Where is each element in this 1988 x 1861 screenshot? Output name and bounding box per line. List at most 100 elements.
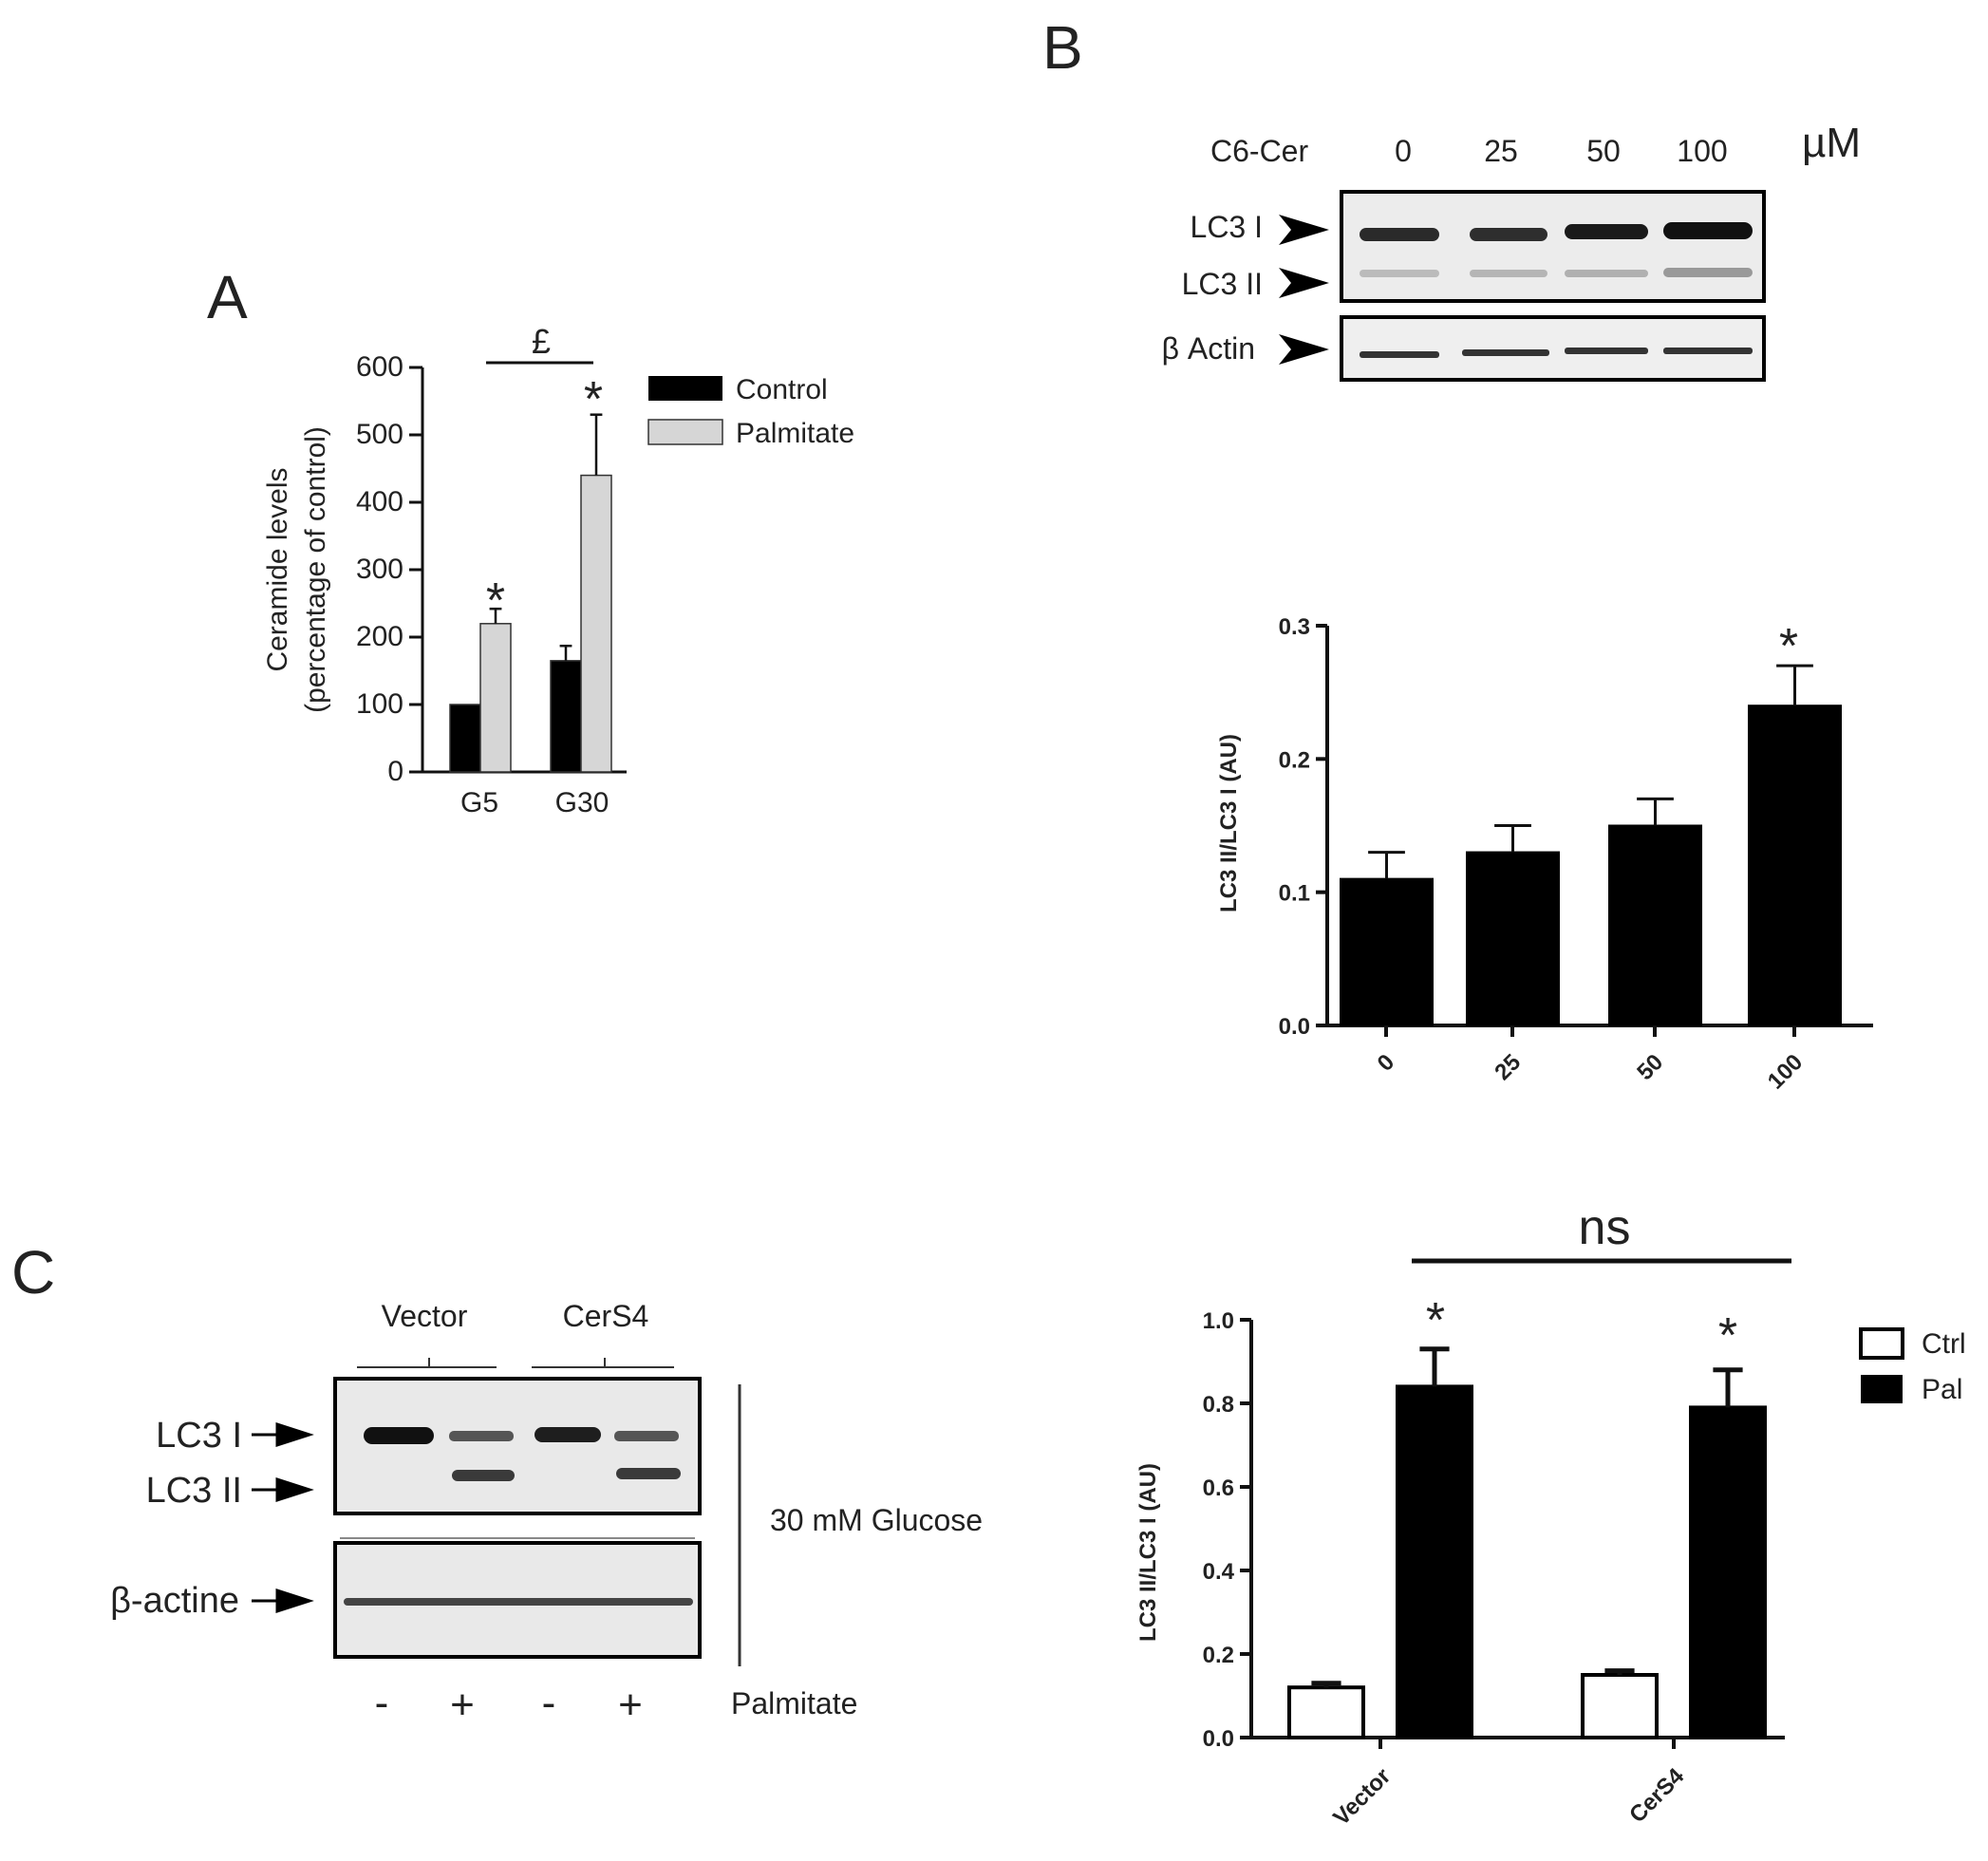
blot-b-lc3-i-arrow bbox=[1279, 215, 1329, 245]
chart-c-x-label-cers4: CerS4 bbox=[1624, 1763, 1690, 1829]
blot-c-lc3-i-label: LC3 I bbox=[156, 1416, 242, 1456]
chart-a-legend-swatch-control bbox=[648, 376, 722, 401]
A-yticks-label-3: 300 bbox=[356, 554, 403, 585]
chart-a-y-label-2: (percentage of control) bbox=[300, 426, 331, 713]
A-yticks-label-1: 100 bbox=[356, 688, 403, 720]
chart-c-y-ticks: 0.0 0.2 0.4 0.6 0.8 1.0 bbox=[1203, 1308, 1251, 1752]
chart-a-legend: Control Palmitate bbox=[647, 374, 854, 449]
C-yticks-label-5: 1.0 bbox=[1203, 1308, 1234, 1334]
chart-a-legend-label-palmitate: Palmitate bbox=[736, 418, 854, 449]
blot-c-lc3-ii-band-4 bbox=[616, 1468, 681, 1479]
blot-b-actin-band-0 bbox=[1360, 351, 1439, 358]
chart-c-bar-cers4-pal bbox=[1689, 1405, 1767, 1740]
chart-b-bars bbox=[1340, 664, 1842, 1027]
chart-b-x-label-50: 50 bbox=[1632, 1049, 1668, 1085]
blot-b-dose-100: 100 bbox=[1677, 134, 1727, 168]
A-yticks-label-5: 500 bbox=[356, 419, 403, 450]
blot-c-sign-2: + bbox=[450, 1682, 475, 1728]
chart-b-bar-100 bbox=[1748, 705, 1842, 1026]
B-yticks-label-2: 0.2 bbox=[1279, 747, 1310, 773]
chart-a-bar-g30-control bbox=[550, 660, 582, 773]
C-yticks-label-2: 0.4 bbox=[1203, 1559, 1235, 1585]
blot-c-lc3-ii-arrow bbox=[252, 1476, 314, 1503]
chart-b-x-labels: 0 25 50 100 bbox=[1373, 1025, 1808, 1095]
chart-c-legend-label-ctrl: Ctrl bbox=[1922, 1328, 1966, 1360]
chart-a-bar-g5-control bbox=[449, 704, 481, 773]
blot-b-actin-label: β Actin bbox=[1162, 331, 1255, 366]
blot-c-actin-arrow bbox=[252, 1588, 314, 1614]
chart-a-x-label-g5: G5 bbox=[460, 787, 498, 818]
blot-b-lc3-ii-label: LC3 II bbox=[1182, 267, 1263, 301]
chart-b-y-label: LC3 II/LC3 I (AU) bbox=[1216, 734, 1242, 912]
chart-b-bar-25 bbox=[1466, 851, 1560, 1026]
chart-c-legend: Ctrl Pal bbox=[1859, 1327, 1966, 1405]
chart-a-legend-label-control: Control bbox=[736, 374, 828, 405]
chart-a-x-label-g30: G30 bbox=[555, 787, 610, 818]
chart-c: 0.0 0.2 0.4 0.6 0.8 1.0 Vector CerS4 LC3 II/LC… bbox=[1135, 1200, 1966, 1831]
blot-c-group-cers4: CerS4 bbox=[563, 1299, 649, 1333]
chart-c-bar-vector-pal bbox=[1396, 1384, 1473, 1740]
blot-c-actin-label: β-actine bbox=[110, 1581, 239, 1621]
chart-c-x-labels: Vector CerS4 bbox=[1328, 1738, 1690, 1831]
chart-a-legend-swatch-palmitate bbox=[647, 419, 723, 445]
blot-b-lc3-i-label: LC3 I bbox=[1191, 210, 1263, 244]
blot-b-lc3-i-band-100 bbox=[1663, 222, 1753, 239]
blot-c-lc3-membrane bbox=[333, 1377, 702, 1515]
B-yticks-label-3: 0.3 bbox=[1279, 614, 1310, 640]
chart-c-bar-cers4-ctrl bbox=[1581, 1673, 1659, 1739]
chart-a-x-labels: G5 G30 bbox=[460, 787, 609, 818]
chart-b-x-label-100: 100 bbox=[1763, 1049, 1808, 1094]
blot-c-bracket-cers4 bbox=[532, 1358, 674, 1368]
chart-c-bar-vector-ctrl bbox=[1287, 1685, 1365, 1739]
chart-a-star-g5: * bbox=[486, 573, 505, 629]
panel-a-label: A bbox=[207, 263, 248, 331]
blot-b-lc3-i-band-0 bbox=[1360, 228, 1439, 241]
blot-c-lc3-i-band-1 bbox=[364, 1427, 434, 1444]
panel-c-label: C bbox=[11, 1238, 55, 1306]
blot-b-lc3-ii-band-25 bbox=[1470, 270, 1547, 277]
chart-a-bar-g5-palmitate bbox=[479, 623, 512, 773]
A-yticks-label-4: 400 bbox=[356, 486, 403, 517]
blot-b-lc3-i-band-50 bbox=[1565, 224, 1648, 239]
chart-c-star-vector: * bbox=[1426, 1293, 1445, 1348]
chart-c-legend-label-pal: Pal bbox=[1922, 1374, 1962, 1405]
A-yticks-label-0: 0 bbox=[387, 756, 403, 787]
blot-c-group-vector: Vector bbox=[382, 1299, 468, 1333]
blot-b-actin-arrow bbox=[1279, 334, 1329, 365]
western-blot-b: C6-Cer 0 25 50 100 µM LC3 I LC3 II β Act… bbox=[1162, 120, 1861, 391]
blot-b-lc3-ii-band-0 bbox=[1360, 270, 1439, 277]
A-yticks-label-6: 600 bbox=[356, 351, 403, 383]
chart-c-bars bbox=[1287, 1346, 1767, 1740]
blot-c-sign-3: - bbox=[542, 1680, 556, 1726]
chart-a: 0 100 200 300 400 500 600 G5 G30 Ceramide leve… bbox=[262, 322, 854, 818]
blot-b-dose-50: 50 bbox=[1586, 134, 1621, 168]
chart-a-bars bbox=[449, 413, 612, 773]
blot-c-lc3-ii-label: LC3 II bbox=[146, 1471, 242, 1511]
chart-a-y-ticks: 0 100 200 300 400 500 600 bbox=[356, 351, 422, 787]
blot-b-lc3-membrane bbox=[1340, 190, 1766, 303]
blot-c-lc3-ii-band-2 bbox=[452, 1470, 515, 1481]
chart-a-bar-g30-palmitate bbox=[580, 474, 612, 773]
chart-b: 0.00.10.20.3 0 25 50 100 LC3 II/LC3 I (AU) … bbox=[1216, 614, 1873, 1095]
chart-a-star-g30: * bbox=[584, 372, 603, 427]
blot-c-sign-4: + bbox=[618, 1682, 643, 1728]
blot-b-actin-band-100 bbox=[1663, 348, 1753, 354]
blot-c-lc3-i-band-2 bbox=[449, 1431, 514, 1441]
blot-b-dose-0: 0 bbox=[1395, 134, 1412, 168]
blot-c-palmitate-label: Palmitate bbox=[731, 1686, 857, 1720]
C-yticks-label-1: 0.2 bbox=[1203, 1643, 1234, 1668]
chart-c-y-label: LC3 II/LC3 I (AU) bbox=[1135, 1463, 1161, 1642]
B-yticks-label-0: 0.0 bbox=[1279, 1014, 1310, 1040]
B-yticks-label-1: 0.1 bbox=[1279, 881, 1310, 907]
chart-b-bar-50 bbox=[1608, 824, 1702, 1026]
blot-c-lc3-i-band-3 bbox=[535, 1427, 601, 1442]
blot-c-lc3-i-arrow bbox=[252, 1421, 314, 1448]
chart-a-bracket-label: £ bbox=[532, 322, 551, 361]
blot-b-treatment-label: C6-Cer bbox=[1210, 134, 1308, 168]
blot-c-condition-label: 30 mM Glucose bbox=[770, 1503, 983, 1537]
blot-b-actin-band-25 bbox=[1462, 349, 1549, 356]
chart-c-star-cers4: * bbox=[1718, 1308, 1737, 1363]
A-yticks-label-2: 200 bbox=[356, 621, 403, 652]
chart-c-x-label-vector: Vector bbox=[1328, 1763, 1396, 1831]
blot-c-sign-1: - bbox=[375, 1680, 389, 1726]
